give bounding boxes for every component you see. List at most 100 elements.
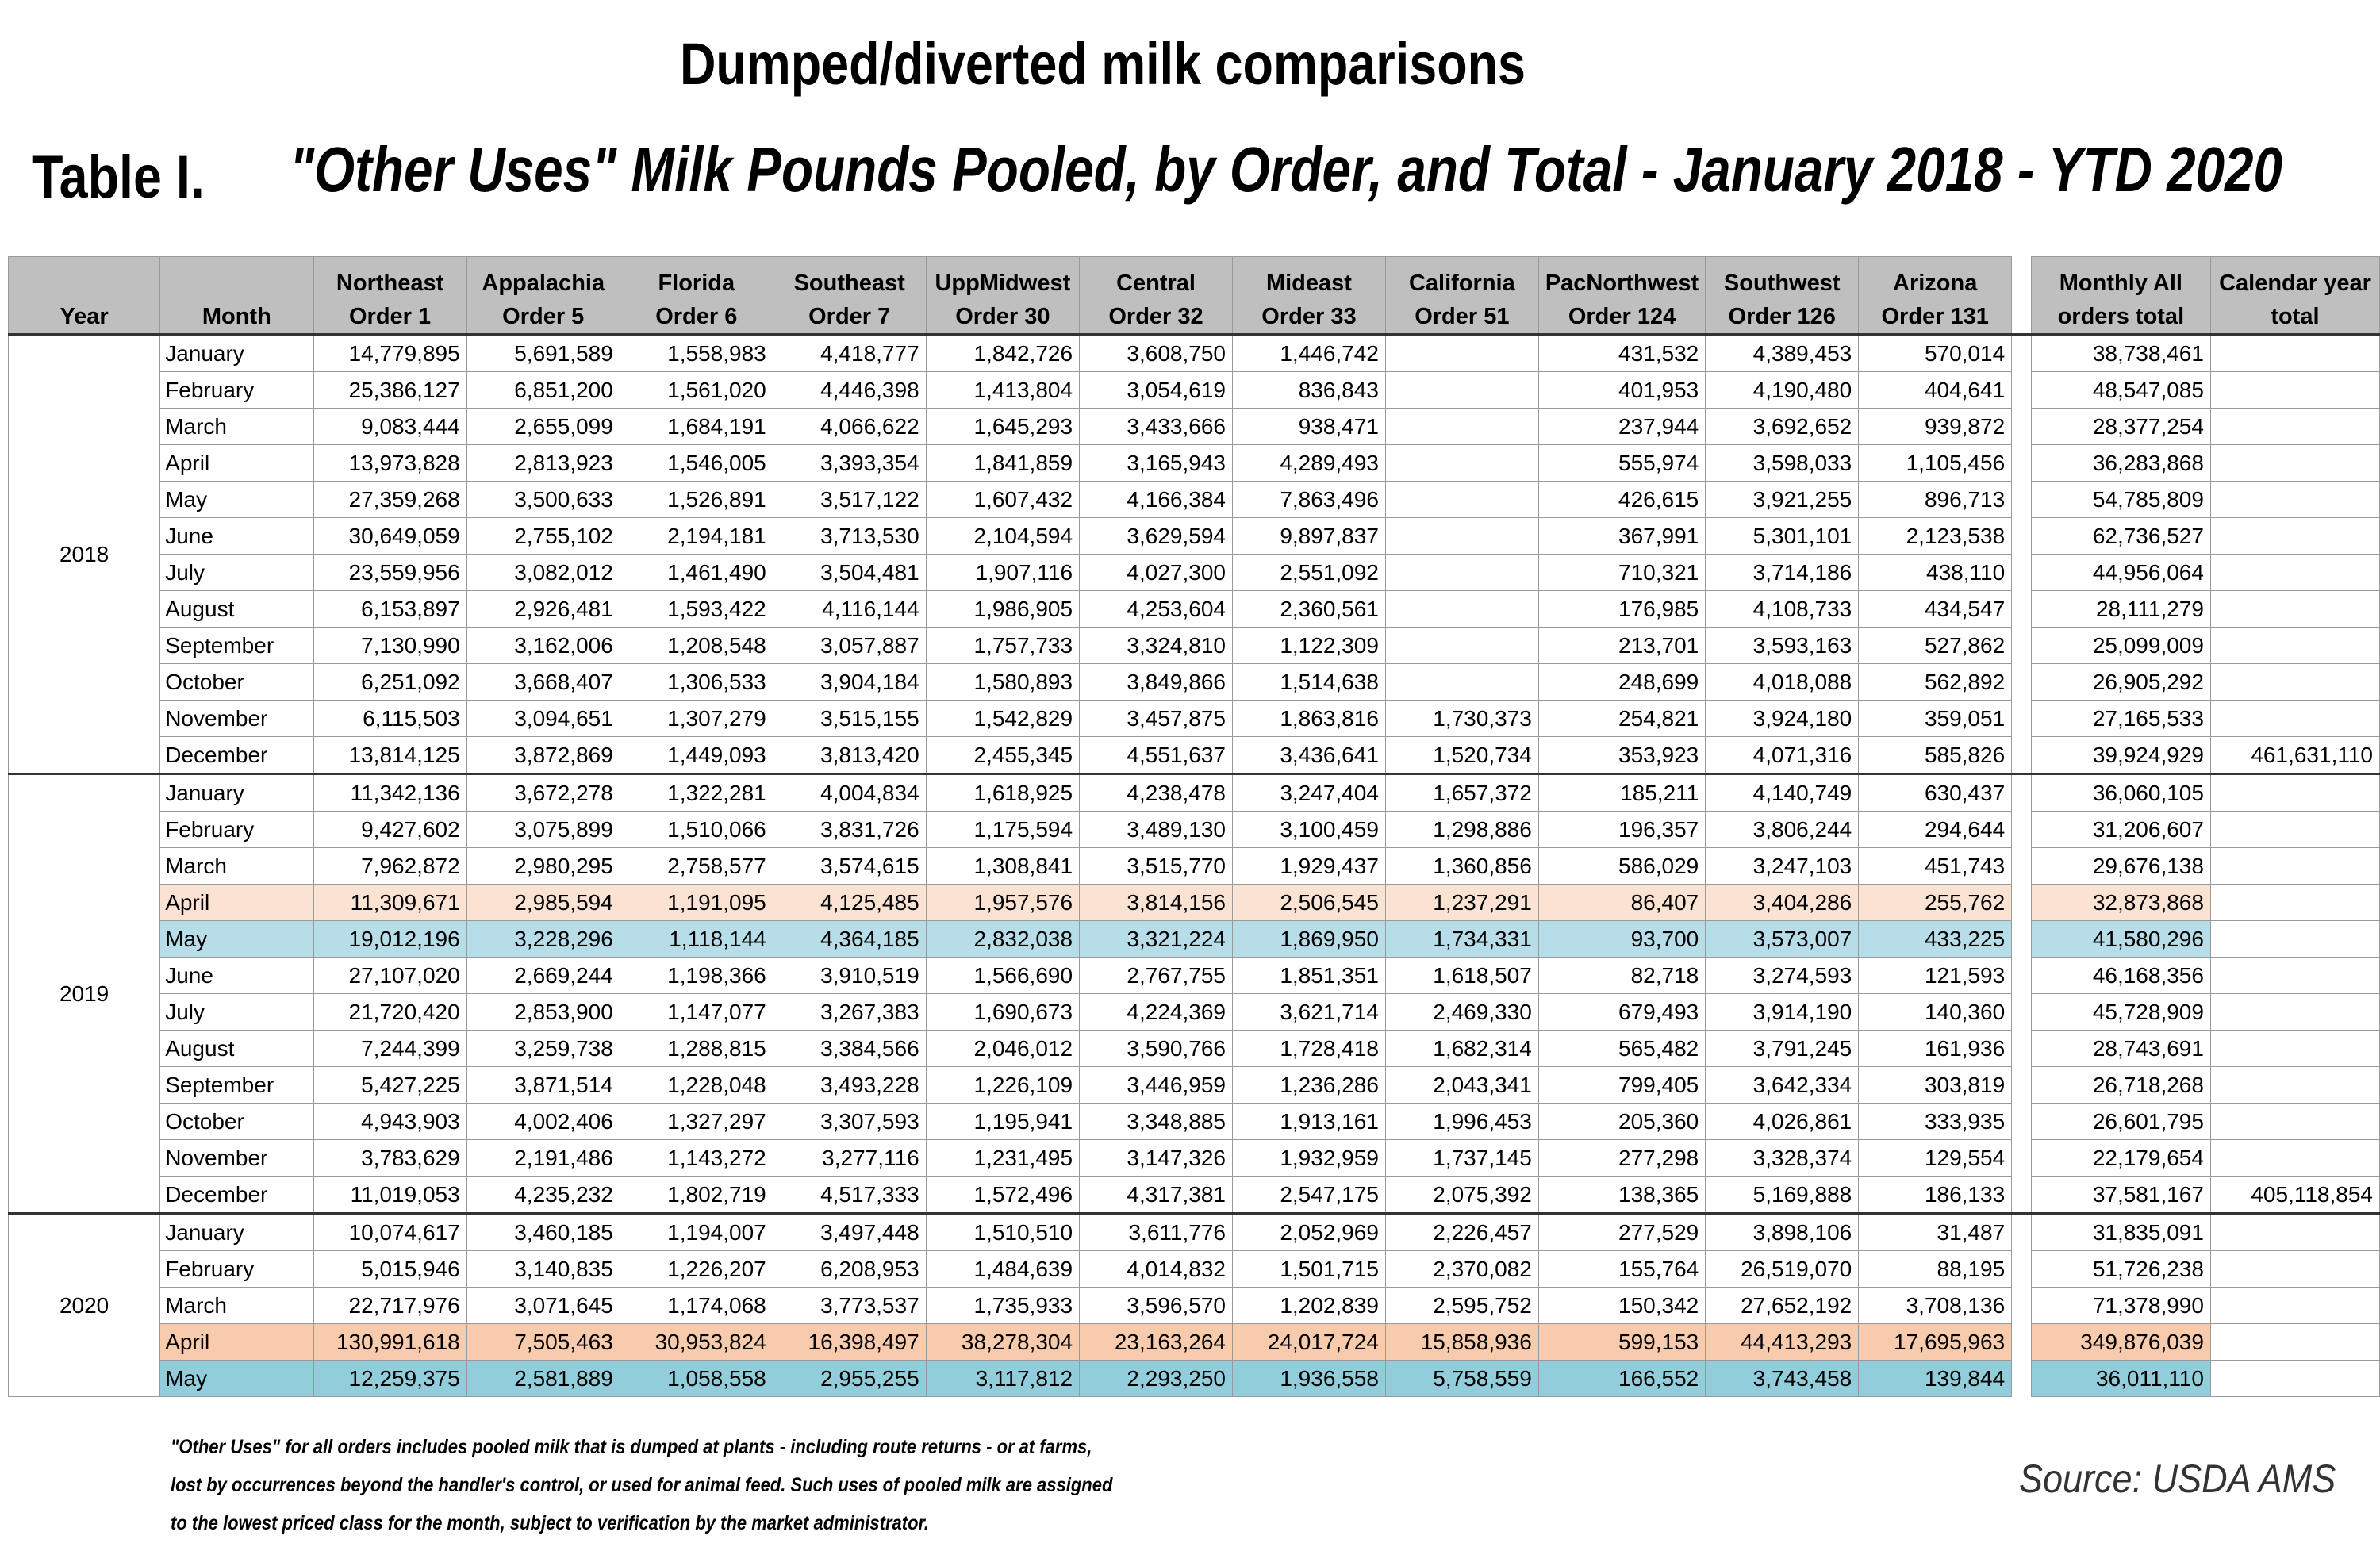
header-line: Order 1	[349, 304, 432, 329]
value-cell: 237,944	[1537, 408, 1706, 445]
value-cell: 431,532	[1537, 333, 1706, 372]
header-line: Monthly All	[2059, 271, 2182, 296]
value-cell: 3,500,633	[466, 481, 620, 518]
value-cell: 3,806,244	[1705, 811, 1860, 848]
month-cell: September	[159, 627, 314, 664]
value-cell: 4,235,232	[466, 1176, 620, 1214]
value-cell: 1,841,859	[925, 444, 1081, 482]
value-cell: 1,226,207	[619, 1250, 774, 1288]
value-cell: 196,357	[1537, 811, 1706, 848]
value-cell: 3,590,766	[1079, 1030, 1233, 1067]
value-cell: 3,094,651	[466, 700, 620, 737]
value-cell: 3,872,869	[466, 736, 620, 774]
value-cell: 836,843	[1231, 371, 1386, 409]
value-cell	[1384, 627, 1539, 664]
value-cell: 44,956,064	[2030, 554, 2211, 591]
value-cell: 6,851,200	[466, 371, 620, 409]
value-cell	[2209, 1103, 2380, 1140]
spacer	[2011, 736, 2032, 774]
value-cell	[2209, 1066, 2380, 1104]
column-header: Florida Order 6	[619, 256, 774, 335]
spacer	[2011, 408, 2032, 445]
value-cell: 1,226,109	[925, 1066, 1081, 1104]
value-cell: 3,117,812	[925, 1360, 1081, 1397]
value-cell: 3,904,184	[772, 663, 927, 701]
value-cell: 25,099,009	[2030, 627, 2211, 664]
value-cell: 19,012,196	[313, 920, 467, 958]
table-row: July 21,720,420 2,853,900 1,147,077 3,267,38…	[9, 993, 2380, 1031]
value-cell: 1,327,297	[619, 1103, 774, 1140]
value-cell: 2,194,181	[619, 517, 774, 555]
value-cell: 248,699	[1537, 663, 1706, 701]
value-cell: 3,436,641	[1231, 736, 1386, 774]
value-cell: 1,446,742	[1231, 333, 1386, 372]
spacer	[2011, 1139, 2032, 1177]
value-cell: 1,308,841	[925, 847, 1081, 885]
value-cell: 3,460,185	[466, 1212, 620, 1251]
value-cell: 4,943,903	[313, 1103, 467, 1140]
month-cell: December	[159, 1176, 314, 1214]
value-cell: 1,734,331	[1384, 920, 1539, 958]
column-header: Northeast Order 1	[313, 256, 467, 335]
value-cell: 1,645,293	[925, 408, 1081, 445]
value-cell: 71,378,990	[2030, 1287, 2211, 1324]
value-cell: 140,360	[1858, 993, 2013, 1031]
value-cell: 1,208,548	[619, 627, 774, 664]
value-cell: 25,386,127	[313, 371, 467, 409]
value-cell: 3,668,407	[466, 663, 620, 701]
value-cell: 1,195,941	[925, 1103, 1081, 1140]
value-cell: 4,014,832	[1079, 1250, 1233, 1288]
value-cell: 3,598,033	[1705, 444, 1860, 482]
footnote-line: lost by occurrences beyond the handler's…	[171, 1474, 1113, 1496]
spacer	[2011, 993, 2032, 1031]
value-cell: 26,905,292	[2030, 663, 2211, 701]
table-row: August 7,244,399 3,259,738 1,288,815 3,384,5…	[9, 1030, 2380, 1067]
table-row: April 130,991,618 7,505,463 30,953,824 16,39…	[9, 1323, 2380, 1361]
value-cell: 461,631,110	[2209, 736, 2380, 774]
header-line: orders total	[2057, 304, 2185, 329]
value-cell: 1,802,719	[619, 1176, 774, 1214]
value-cell	[2209, 993, 2380, 1031]
value-cell: 36,283,868	[2030, 444, 2211, 482]
spacer	[2011, 333, 2032, 372]
month-cell: February	[159, 371, 314, 409]
table-row: November 3,783,629 2,191,486 1,143,272 3,277…	[9, 1139, 2380, 1177]
value-cell: 1,737,145	[1384, 1139, 1539, 1177]
value-cell: 93,700	[1537, 920, 1706, 958]
value-cell: 11,309,671	[313, 884, 467, 921]
month-cell: August	[159, 1030, 314, 1067]
header-line: Order 131	[1881, 304, 1989, 329]
value-cell: 710,321	[1537, 554, 1706, 591]
value-cell: 3,898,106	[1705, 1212, 1860, 1251]
footnote-line: to the lowest priced class for the month…	[171, 1512, 929, 1534]
value-cell: 2,955,255	[772, 1360, 927, 1397]
value-cell: 2,360,561	[1231, 590, 1386, 628]
month-cell: January	[159, 773, 314, 812]
column-header: Arizona Order 131	[1858, 256, 2013, 335]
value-cell: 3,517,122	[772, 481, 927, 518]
value-cell: 1,913,161	[1231, 1103, 1386, 1140]
value-cell	[2209, 517, 2380, 555]
value-cell: 5,169,888	[1705, 1176, 1860, 1214]
value-cell: 3,783,629	[313, 1139, 467, 1177]
value-cell: 21,720,420	[313, 993, 467, 1031]
value-cell: 1,143,272	[619, 1139, 774, 1177]
header-line: Order 7	[808, 304, 891, 329]
value-cell: 166,552	[1537, 1360, 1706, 1397]
value-cell	[2209, 700, 2380, 737]
header-line: Florida	[658, 271, 735, 296]
value-cell: 3,910,519	[772, 957, 927, 994]
spacer	[2011, 957, 2032, 994]
table-row: March 9,083,444 2,655,099 1,684,191 4,066,62…	[9, 408, 2380, 445]
value-cell: 62,736,527	[2030, 517, 2211, 555]
spacer	[2011, 663, 2032, 701]
column-header: UppMidwest Order 30	[925, 256, 1081, 335]
value-cell	[2209, 554, 2380, 591]
value-cell: 1,996,453	[1384, 1103, 1539, 1140]
value-cell: 5,758,559	[1384, 1360, 1539, 1397]
value-cell: 451,743	[1858, 847, 2013, 885]
spacer	[2011, 1103, 2032, 1140]
value-cell: 3,247,404	[1231, 773, 1386, 812]
header-line: Southeast	[793, 271, 905, 296]
value-cell: 585,826	[1858, 736, 2013, 774]
